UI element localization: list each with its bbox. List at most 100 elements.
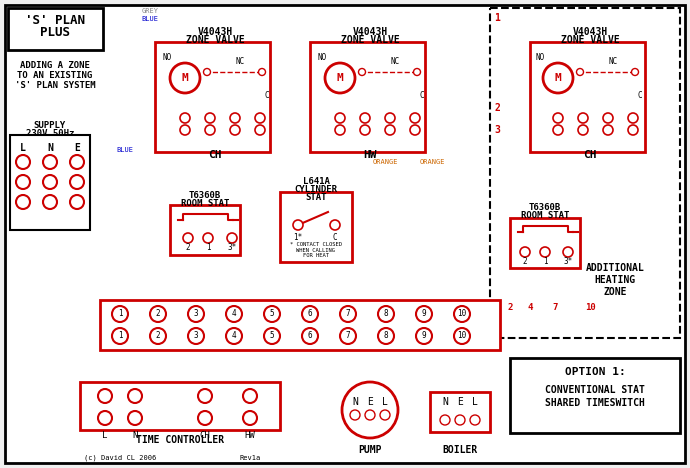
Circle shape [112, 306, 128, 322]
Circle shape [43, 195, 57, 209]
Text: V4043H: V4043H [573, 27, 608, 37]
Text: CH: CH [199, 431, 210, 440]
Text: M: M [181, 73, 188, 83]
Circle shape [360, 125, 370, 135]
Text: 1: 1 [118, 331, 122, 341]
Circle shape [150, 306, 166, 322]
FancyBboxPatch shape [430, 392, 490, 432]
Text: 'S' PLAN SYSTEM: 'S' PLAN SYSTEM [14, 80, 95, 89]
Circle shape [112, 328, 128, 344]
Circle shape [183, 233, 193, 243]
Text: ZONE VALVE: ZONE VALVE [186, 35, 244, 45]
Circle shape [410, 125, 420, 135]
Circle shape [70, 155, 84, 169]
Text: BLUE: BLUE [141, 16, 159, 22]
Text: N: N [132, 431, 138, 440]
Text: ZONE VALVE: ZONE VALVE [341, 35, 400, 45]
Text: 10: 10 [457, 331, 466, 341]
Text: HW: HW [363, 150, 377, 160]
Text: 3*: 3* [563, 257, 573, 266]
FancyBboxPatch shape [510, 358, 680, 433]
Text: 1: 1 [494, 13, 500, 23]
Circle shape [340, 328, 356, 344]
Circle shape [264, 306, 280, 322]
Circle shape [553, 125, 563, 135]
Circle shape [416, 328, 432, 344]
Circle shape [578, 125, 588, 135]
Text: 6: 6 [308, 309, 313, 319]
Text: 1: 1 [543, 257, 547, 266]
Text: BOILER: BOILER [442, 445, 477, 455]
Circle shape [255, 125, 265, 135]
FancyBboxPatch shape [10, 135, 90, 230]
Text: C: C [420, 90, 424, 100]
Circle shape [330, 220, 340, 230]
Text: T6360B: T6360B [529, 204, 561, 212]
Circle shape [180, 125, 190, 135]
Circle shape [198, 389, 212, 403]
Text: 9: 9 [422, 331, 426, 341]
Text: 2: 2 [186, 243, 190, 253]
Circle shape [440, 415, 450, 425]
Text: SUPPLY: SUPPLY [34, 120, 66, 130]
Circle shape [455, 415, 465, 425]
Text: 7: 7 [346, 309, 351, 319]
Text: 7: 7 [552, 304, 558, 313]
Text: 9: 9 [422, 309, 426, 319]
Text: C: C [638, 90, 642, 100]
Circle shape [543, 63, 573, 93]
Circle shape [205, 125, 215, 135]
Text: CYLINDER: CYLINDER [295, 185, 337, 195]
Text: NC: NC [391, 58, 400, 66]
Text: ORANGE: ORANGE [420, 159, 445, 165]
FancyBboxPatch shape [170, 205, 240, 255]
Circle shape [226, 328, 242, 344]
Text: NC: NC [609, 58, 618, 66]
Text: M: M [337, 73, 344, 83]
Circle shape [150, 328, 166, 344]
Circle shape [359, 68, 366, 75]
Circle shape [454, 328, 470, 344]
Text: Rev1a: Rev1a [239, 455, 261, 461]
Text: 1*: 1* [293, 234, 303, 242]
Circle shape [628, 125, 638, 135]
Text: V4043H: V4043H [197, 27, 233, 37]
Text: (c) David CL 2006: (c) David CL 2006 [84, 455, 156, 461]
Text: ADDITIONAL
HEATING
ZONE: ADDITIONAL HEATING ZONE [586, 263, 644, 297]
Circle shape [342, 382, 398, 438]
Text: 2: 2 [156, 331, 160, 341]
Text: NC: NC [235, 58, 245, 66]
Text: CH: CH [208, 150, 221, 160]
Text: 8: 8 [384, 331, 388, 341]
FancyBboxPatch shape [5, 5, 685, 463]
Text: 1: 1 [206, 243, 210, 253]
Text: 3*: 3* [228, 243, 237, 253]
Text: NO: NO [317, 52, 326, 61]
Circle shape [577, 68, 584, 75]
Text: 3: 3 [494, 125, 500, 135]
FancyBboxPatch shape [280, 192, 352, 262]
Text: 3: 3 [194, 309, 198, 319]
Text: ADDING A ZONE: ADDING A ZONE [20, 60, 90, 70]
Text: L: L [102, 431, 108, 440]
Text: 7: 7 [346, 331, 351, 341]
Circle shape [243, 411, 257, 425]
Circle shape [16, 195, 30, 209]
Text: HW: HW [245, 431, 255, 440]
Text: 10: 10 [457, 309, 466, 319]
Circle shape [302, 306, 318, 322]
Text: C: C [265, 90, 269, 100]
Circle shape [16, 155, 30, 169]
Circle shape [454, 306, 470, 322]
Circle shape [603, 125, 613, 135]
FancyBboxPatch shape [490, 8, 680, 338]
Circle shape [243, 389, 257, 403]
FancyBboxPatch shape [310, 42, 425, 152]
Text: L: L [472, 397, 478, 407]
Text: CH: CH [583, 150, 597, 160]
Circle shape [365, 410, 375, 420]
Text: V4043H: V4043H [353, 27, 388, 37]
Text: CONVENTIONAL STAT: CONVENTIONAL STAT [545, 385, 645, 395]
Circle shape [378, 306, 394, 322]
Circle shape [70, 195, 84, 209]
